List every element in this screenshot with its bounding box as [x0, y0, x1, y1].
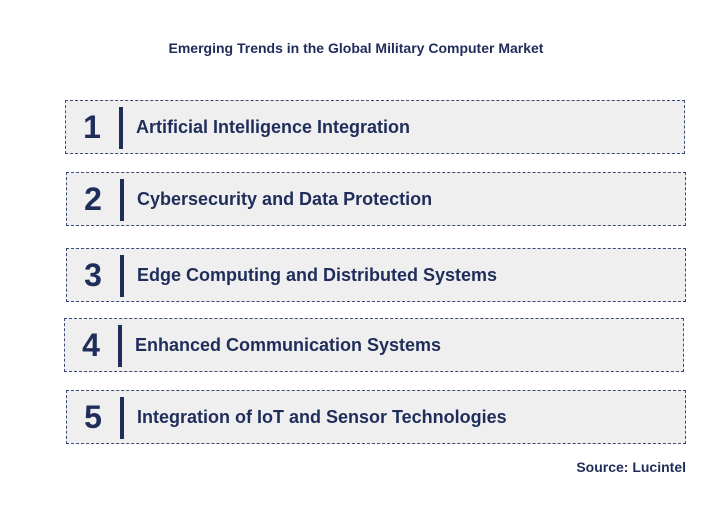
divider-bar — [119, 107, 123, 149]
trend-item-5: 5 Integration of IoT and Sensor Technolo… — [66, 390, 686, 444]
divider-bar — [120, 255, 124, 297]
diagram-title: Emerging Trends in the Global Military C… — [168, 40, 544, 56]
trend-number: 3 — [84, 256, 102, 293]
trend-label: Integration of IoT and Sensor Technologi… — [137, 406, 507, 427]
trend-item-2: 2 Cybersecurity and Data Protection — [66, 172, 686, 226]
trend-item-1: 1 Artificial Intelligence Integration — [65, 100, 685, 154]
trend-number: 2 — [84, 180, 102, 217]
divider-bar — [120, 397, 124, 439]
trend-number: 4 — [82, 326, 100, 363]
trend-number: 5 — [84, 398, 102, 435]
trend-label: Enhanced Communication Systems — [135, 334, 442, 355]
source-credit: Source: Lucintel — [576, 459, 686, 475]
trend-label: Cybersecurity and Data Protection — [137, 188, 433, 209]
trend-label: Edge Computing and Distributed Systems — [137, 264, 498, 285]
trend-item-4: 4 Enhanced Communication Systems — [64, 318, 684, 372]
trend-label: Artificial Intelligence Integration — [136, 116, 411, 137]
divider-bar — [120, 179, 124, 221]
trend-item-3: 3 Edge Computing and Distributed Systems — [66, 248, 686, 302]
divider-bar — [118, 325, 122, 367]
trend-number: 1 — [83, 108, 101, 145]
